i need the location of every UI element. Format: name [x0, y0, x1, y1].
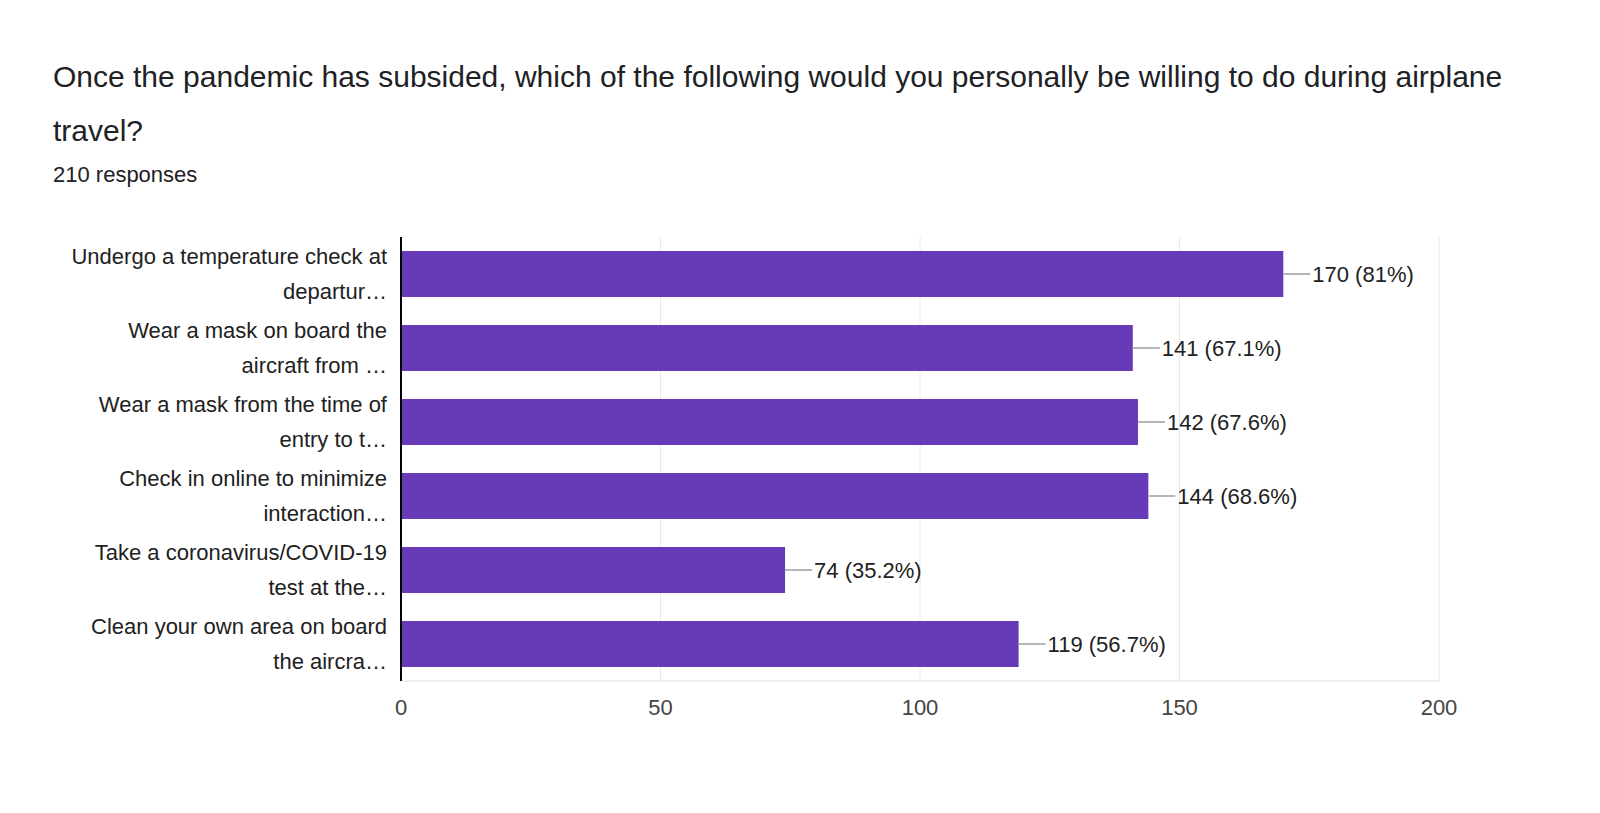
html-text:210 responses: 210 responses [53, 162, 198, 187]
svg-text:Undergo a temperature check at: Undergo a temperature check at [71, 244, 387, 269]
svg-text:74 (35.2%): 74 (35.2%) [814, 558, 922, 583]
svg-text:144 (68.6%): 144 (68.6%) [1177, 484, 1297, 509]
svg-text:100: 100 [902, 695, 939, 720]
svg-text:50: 50 [648, 695, 672, 720]
svg-text:170 (81%): 170 (81%) [1312, 262, 1414, 287]
html-text:Once the pandemic has subsided: Once the pandemic has subsided, which of… [53, 60, 1503, 147]
svg-text:departur…: departur… [283, 279, 387, 304]
svg-text:119 (56.7%): 119 (56.7%) [1048, 632, 1166, 657]
svg-text:test at the…: test at the… [268, 575, 387, 600]
svg-text:200: 200 [1421, 695, 1458, 720]
svg-text:entry to t…: entry to t… [279, 427, 387, 452]
svg-text:0: 0 [395, 695, 407, 720]
svg-text:the aircra…: the aircra… [273, 649, 387, 674]
svg-text:Wear a mask on board the: Wear a mask on board the [128, 318, 387, 343]
svg-text:142 (67.6%): 142 (67.6%) [1167, 410, 1287, 435]
svg-text:141 (67.1%): 141 (67.1%) [1162, 336, 1282, 361]
svg-text:Wear a mask from the time of: Wear a mask from the time of [99, 392, 388, 417]
svg-text:Check in online to minimize: Check in online to minimize [119, 466, 387, 491]
svg-text:Take a coronavirus/COVID-19: Take a coronavirus/COVID-19 [95, 540, 387, 565]
svg-text:Clean your own area on board: Clean your own area on board [91, 614, 387, 639]
svg-text:interaction…: interaction… [263, 501, 387, 526]
svg-text:aircraft from …: aircraft from … [242, 353, 387, 378]
svg-text:150: 150 [1161, 695, 1198, 720]
